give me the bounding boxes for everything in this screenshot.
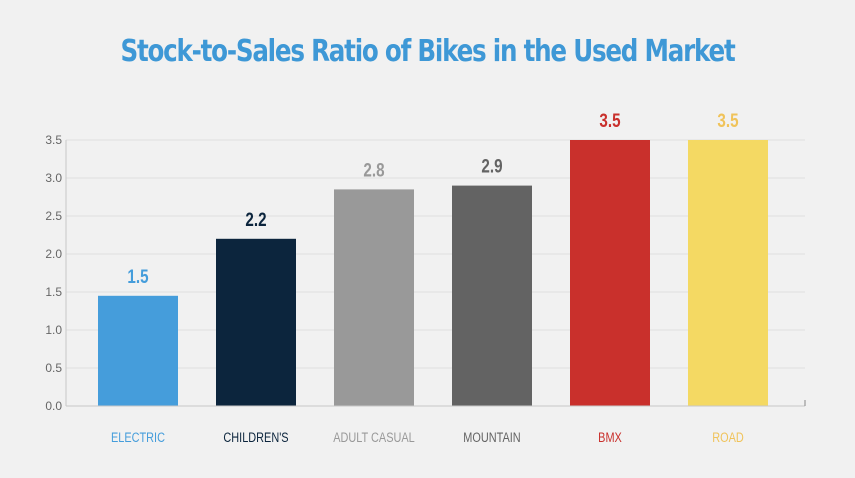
axes	[65, 140, 806, 407]
chart-title: Stock-to-Sales Ratio of Bikes in the Use…	[120, 34, 735, 69]
bar-road	[688, 140, 768, 406]
y-tick-label: 2.5	[45, 209, 62, 223]
category-label: BMX	[598, 430, 622, 446]
y-axis-ticks: 0.0 0.5 1.0 1.5 2.0 2.5 3.0 3.5	[45, 133, 62, 413]
y-tick-label: 2.0	[45, 247, 62, 261]
value-label: 3.5	[717, 109, 738, 131]
category-label: MOUNTAIN	[463, 430, 520, 446]
bar-children-s	[216, 238, 296, 406]
y-tick-label: 3.0	[45, 171, 62, 185]
bars	[98, 140, 768, 406]
value-label: 2.8	[363, 159, 384, 181]
category-label: CHILDREN'S	[223, 430, 288, 446]
y-tick-label: 0.5	[45, 361, 62, 375]
category-label: ADULT CASUAL	[333, 430, 414, 446]
category-label: ELECTRIC	[111, 430, 165, 446]
y-tick-label: 0.0	[45, 399, 62, 413]
value-labels: 1.5 2.2 2.8 2.9 3.5 3.5	[127, 109, 738, 287]
value-label: 2.9	[481, 155, 502, 177]
y-tick-label: 3.5	[45, 133, 62, 147]
value-label: 3.5	[599, 109, 620, 131]
bar-mountain	[452, 185, 532, 406]
category-labels: ELECTRIC CHILDREN'S ADULT CASUAL MOUNTAIN BM…	[111, 430, 744, 446]
value-label: 2.2	[245, 208, 266, 230]
y-tick-label: 1.0	[45, 323, 62, 337]
bar-bmx	[570, 140, 650, 406]
value-label: 1.5	[127, 265, 148, 287]
gridlines	[66, 139, 805, 369]
bar-adult-casual	[334, 189, 414, 406]
bar-electric	[98, 295, 178, 406]
y-tick-label: 1.5	[45, 285, 62, 299]
category-label: ROAD	[712, 430, 744, 446]
